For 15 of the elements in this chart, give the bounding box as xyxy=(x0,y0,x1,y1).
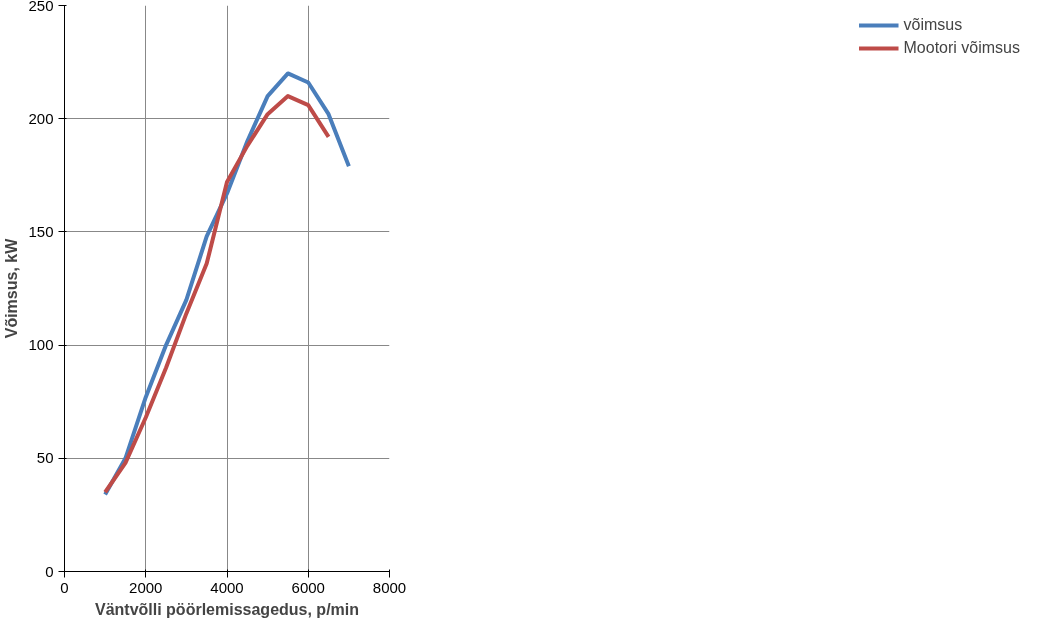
y-tick-label: 100 xyxy=(28,336,54,354)
x-tick-label: 2000 xyxy=(129,578,163,596)
y-tick-label: 50 xyxy=(36,449,54,467)
legend-label: Mootori võimsus xyxy=(903,39,1020,57)
y-tick-label: 200 xyxy=(28,109,54,127)
x-axis-title: Väntvõlli pöörlemissagedus, p/min xyxy=(94,600,360,618)
x-tick-label: 8000 xyxy=(372,578,407,596)
x-tick-label: 6000 xyxy=(291,578,325,596)
y-tick-label: 0 xyxy=(45,562,54,580)
x-tick-label: 4000 xyxy=(210,578,244,596)
y-tick-label: 150 xyxy=(28,222,54,240)
y-axis-title: Võimsus, kW xyxy=(3,237,21,339)
x-tick-label: 0 xyxy=(60,578,69,596)
y-tick-label: 250 xyxy=(28,0,54,14)
legend-label: võimsus xyxy=(903,16,963,34)
